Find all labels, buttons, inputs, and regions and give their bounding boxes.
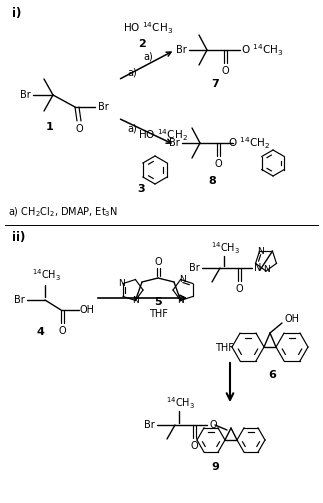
Text: O: O	[214, 159, 222, 169]
Text: a) CH$_2$Cl$_2$, DMAP, Et$_3$N: a) CH$_2$Cl$_2$, DMAP, Et$_3$N	[8, 205, 118, 219]
Text: 3: 3	[137, 184, 145, 194]
Text: 5: 5	[154, 297, 162, 307]
Text: N: N	[118, 279, 124, 288]
Text: $\mathregular{^{14}}$CH$_3$: $\mathregular{^{14}}$CH$_3$	[166, 395, 195, 411]
Text: 8: 8	[208, 176, 216, 186]
Text: N: N	[257, 246, 264, 256]
Text: Br: Br	[176, 45, 186, 55]
Text: a): a)	[143, 51, 153, 61]
Text: a): a)	[127, 123, 137, 133]
Text: $\mathregular{^{14}}$CH$_3$: $\mathregular{^{14}}$CH$_3$	[212, 240, 241, 256]
Text: Br: Br	[20, 90, 30, 100]
Text: O $\mathregular{^{14}}$CH$_2$: O $\mathregular{^{14}}$CH$_2$	[228, 135, 270, 151]
Text: ii): ii)	[12, 230, 26, 243]
Text: HO $\mathregular{^{14}}$CH$_2$: HO $\mathregular{^{14}}$CH$_2$	[138, 127, 188, 143]
Text: O: O	[190, 441, 198, 451]
Text: N: N	[179, 275, 186, 284]
Text: N: N	[177, 296, 184, 305]
Text: 2: 2	[138, 39, 146, 49]
Text: Br: Br	[169, 138, 179, 148]
Text: $\mathregular{^{14}}$CH$_3$: $\mathregular{^{14}}$CH$_3$	[32, 267, 62, 283]
Text: 1: 1	[46, 122, 54, 132]
Text: N: N	[263, 266, 269, 275]
Text: Br: Br	[144, 420, 154, 430]
Text: Br: Br	[98, 102, 109, 112]
Text: O: O	[154, 257, 162, 267]
Text: O: O	[75, 124, 83, 134]
Text: a): a)	[127, 67, 137, 77]
Text: 4: 4	[36, 327, 44, 337]
Text: THF: THF	[149, 309, 167, 319]
Text: Br: Br	[189, 263, 199, 273]
Text: THF: THF	[215, 343, 234, 353]
Text: O $\mathregular{^{14}}$CH$_3$: O $\mathregular{^{14}}$CH$_3$	[241, 42, 283, 58]
Text: O: O	[235, 284, 243, 294]
Text: O: O	[209, 420, 217, 430]
Text: OH: OH	[79, 305, 95, 315]
Text: N: N	[254, 263, 262, 273]
Text: 7: 7	[211, 79, 219, 89]
Text: O: O	[221, 66, 229, 76]
Text: i): i)	[12, 7, 21, 20]
Text: Br: Br	[14, 295, 24, 305]
Text: 6: 6	[268, 370, 276, 380]
Text: 9: 9	[211, 462, 219, 472]
Text: O: O	[58, 326, 66, 336]
Text: HO $\mathregular{^{14}}$CH$_3$: HO $\mathregular{^{14}}$CH$_3$	[123, 20, 173, 36]
Text: N: N	[132, 296, 139, 305]
Text: OH: OH	[285, 314, 299, 324]
